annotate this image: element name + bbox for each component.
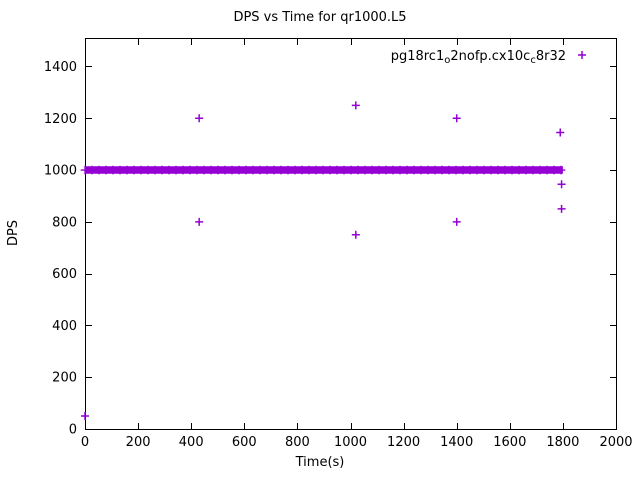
y-tick-label: 800 [52, 215, 77, 230]
x-tick-label: 800 [285, 435, 310, 450]
y-tick-label: 1000 [44, 164, 77, 179]
x-tick-label: 1800 [546, 435, 579, 450]
data-band-markers [80, 165, 566, 175]
x-tick-label: 1000 [334, 435, 367, 450]
x-tick-label: 200 [126, 435, 151, 450]
y-tick-label: 400 [52, 319, 77, 334]
data-point-markers [81, 101, 566, 421]
y-tick-label: 600 [52, 267, 77, 282]
y-axis-label: DPS [6, 220, 21, 246]
plot-border [85, 38, 617, 430]
legend: pg18rc1o2nofp.cx10cc8r32 [391, 49, 586, 66]
x-axis-label: Time(s) [295, 455, 345, 470]
x-tick-label: 2000 [599, 435, 632, 450]
x-tick-label: 400 [179, 435, 204, 450]
axis-ticks [85, 39, 617, 430]
axis-tick-labels: 0 200 400 600 800 1000 1200 1400 1600 1800 2000 0 20… [44, 60, 633, 450]
legend-sample-marker [578, 51, 586, 59]
y-tick-label: 200 [52, 371, 77, 386]
legend-label: pg18rc1o2nofp.cx10cc8r32 [391, 49, 566, 66]
y-tick-label: 0 [69, 423, 77, 438]
data-points [80, 101, 566, 421]
chart-title: DPS vs Time for qr1000.L5 [233, 10, 406, 25]
x-tick-label: 1600 [493, 435, 526, 450]
x-tick-label: 600 [232, 435, 257, 450]
x-tick-label: 1400 [440, 435, 473, 450]
y-tick-label: 1200 [44, 112, 77, 127]
y-tick-label: 1400 [44, 60, 77, 75]
x-tick-label: 0 [81, 435, 89, 450]
plot-axes [85, 38, 617, 430]
x-tick-label: 1200 [387, 435, 420, 450]
